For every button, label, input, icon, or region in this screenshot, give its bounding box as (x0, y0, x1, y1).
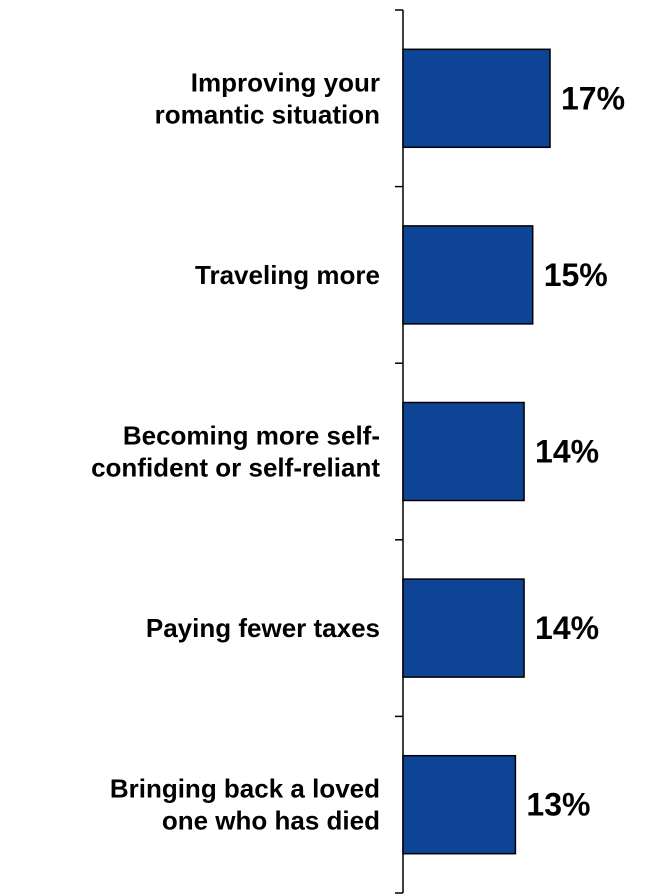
bar (402, 578, 525, 678)
category-label: Paying fewer taxes (146, 613, 380, 643)
value-label: 14% (535, 434, 599, 470)
bar (402, 225, 534, 325)
category-label: Becoming more self- (123, 421, 380, 451)
bars (402, 48, 551, 855)
bar (402, 48, 551, 149)
value-label: 13% (526, 787, 590, 823)
value-label: 17% (561, 80, 625, 116)
value-label: 14% (535, 610, 599, 646)
bar (402, 754, 517, 855)
category-label: Traveling more (195, 260, 380, 290)
category-label: Bringing back a loved (110, 774, 380, 804)
category-axis (395, 9, 404, 894)
bar (402, 401, 525, 502)
category-label: confident or self-reliant (91, 453, 380, 483)
category-label: Improving your (191, 67, 380, 97)
value-label: 15% (544, 257, 608, 293)
category-label: romantic situation (155, 99, 380, 129)
category-label: one who has died (162, 806, 380, 836)
